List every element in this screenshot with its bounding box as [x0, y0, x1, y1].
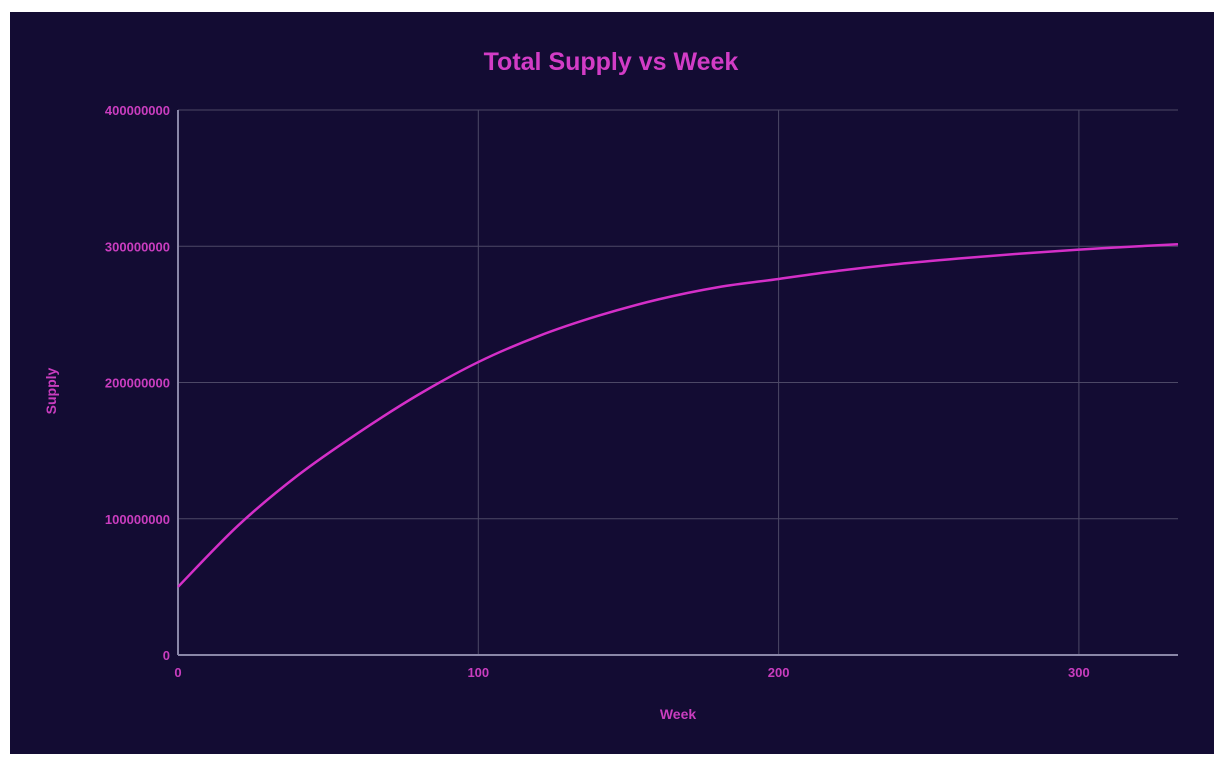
y-tick-label: 200000000: [105, 376, 170, 391]
x-tick-label: 300: [1068, 665, 1090, 680]
chart-title: Total Supply vs Week: [484, 48, 739, 76]
supply-series-line: [177, 242, 1179, 588]
y-tick-label: 100000000: [105, 512, 170, 527]
x-tick-label: 200: [768, 665, 790, 680]
y-tick-label: 0: [163, 648, 170, 663]
x-tick-label: 0: [174, 665, 181, 680]
x-axis-label: Week: [660, 706, 697, 722]
y-tick-label: 400000000: [105, 103, 170, 118]
y-axis-label: Supply: [43, 367, 59, 414]
x-tick-label: 100: [467, 665, 489, 680]
y-tick-label: 300000000: [105, 239, 170, 254]
